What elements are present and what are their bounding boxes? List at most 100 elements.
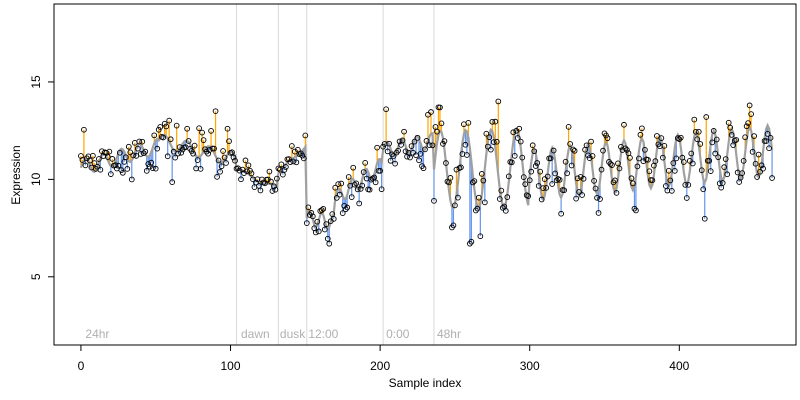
x-axis-title: Sample index xyxy=(389,376,462,390)
data-point xyxy=(748,111,754,117)
data-point xyxy=(151,132,158,139)
data-point xyxy=(660,154,666,161)
data-point xyxy=(574,175,581,182)
data-point xyxy=(344,204,351,211)
data-point xyxy=(218,163,225,170)
data-point xyxy=(396,138,403,145)
data-point xyxy=(96,156,102,162)
data-point xyxy=(440,141,446,147)
data-point xyxy=(443,160,449,166)
data-point xyxy=(318,207,325,213)
data-point xyxy=(205,150,211,157)
data-point xyxy=(81,126,87,133)
data-point xyxy=(323,221,330,227)
data-point xyxy=(226,138,232,145)
data-point xyxy=(326,240,333,247)
data-point xyxy=(465,119,472,126)
data-point xyxy=(633,207,639,214)
data-point xyxy=(238,176,244,183)
data-point xyxy=(464,152,470,158)
data-point xyxy=(481,199,488,206)
data-point xyxy=(570,146,576,153)
data-point xyxy=(345,174,352,180)
data-point xyxy=(701,215,708,222)
data-point xyxy=(692,128,699,135)
data-point xyxy=(700,186,707,193)
data-point xyxy=(166,117,173,124)
data-point xyxy=(721,164,728,171)
data-point xyxy=(335,181,342,187)
data-point xyxy=(115,162,122,169)
data-point xyxy=(275,165,282,172)
data-point xyxy=(543,185,550,191)
x-tick-label: 0 xyxy=(78,359,85,373)
data-point xyxy=(564,170,570,177)
data-point xyxy=(709,139,716,146)
data-point xyxy=(746,102,753,109)
data-point xyxy=(621,121,627,128)
data-point xyxy=(377,168,383,174)
data-point xyxy=(676,136,683,142)
data-point xyxy=(300,155,307,162)
data-point xyxy=(728,132,735,138)
data-point xyxy=(112,162,119,168)
data-point xyxy=(384,148,391,155)
data-point xyxy=(719,180,726,186)
data-point xyxy=(712,150,719,157)
data-point xyxy=(489,118,496,125)
data-point xyxy=(522,181,529,188)
data-point xyxy=(763,138,769,144)
data-point xyxy=(324,235,331,242)
data-point xyxy=(470,179,476,186)
data-point xyxy=(190,150,196,157)
data-point xyxy=(471,178,478,184)
data-point xyxy=(119,169,126,176)
data-point xyxy=(173,122,180,129)
data-point xyxy=(408,143,415,149)
data-point xyxy=(274,175,280,182)
data-point xyxy=(362,159,369,166)
data-point xyxy=(217,168,223,175)
data-point xyxy=(673,155,680,162)
data-point xyxy=(383,106,389,113)
data-point xyxy=(486,134,493,141)
data-point xyxy=(401,128,407,135)
data-point xyxy=(580,175,587,182)
data-point xyxy=(224,125,231,132)
data-point xyxy=(526,177,533,184)
data-point xyxy=(487,146,494,153)
data-point xyxy=(755,151,762,158)
data-point xyxy=(462,141,469,148)
data-point xyxy=(707,168,714,174)
data-point xyxy=(333,195,340,201)
data-point xyxy=(160,134,167,141)
data-point xyxy=(529,142,536,149)
data-point xyxy=(128,176,135,183)
data-point xyxy=(645,156,651,163)
data-point xyxy=(749,148,756,155)
data-point xyxy=(356,200,363,207)
data-point xyxy=(583,142,590,149)
data-point xyxy=(185,138,192,144)
data-point xyxy=(428,109,434,115)
data-point xyxy=(232,157,238,164)
data-point xyxy=(760,165,766,172)
data-point xyxy=(290,158,297,165)
data-point xyxy=(197,166,204,172)
data-point xyxy=(130,152,137,159)
data-point xyxy=(698,167,705,174)
data-point xyxy=(622,145,629,152)
data-point xyxy=(752,160,759,167)
data-point xyxy=(455,194,461,201)
data-point xyxy=(498,187,505,194)
data-point xyxy=(670,160,677,166)
data-point xyxy=(423,138,430,144)
data-point xyxy=(478,171,485,177)
data-point xyxy=(142,148,149,155)
phase-labels: 24hr dawn dusk 12:00 0:00 48hr xyxy=(85,327,461,341)
x-tick-label: 300 xyxy=(520,359,540,373)
data-point xyxy=(194,157,201,163)
data-point xyxy=(127,149,134,156)
data-point xyxy=(544,173,551,180)
